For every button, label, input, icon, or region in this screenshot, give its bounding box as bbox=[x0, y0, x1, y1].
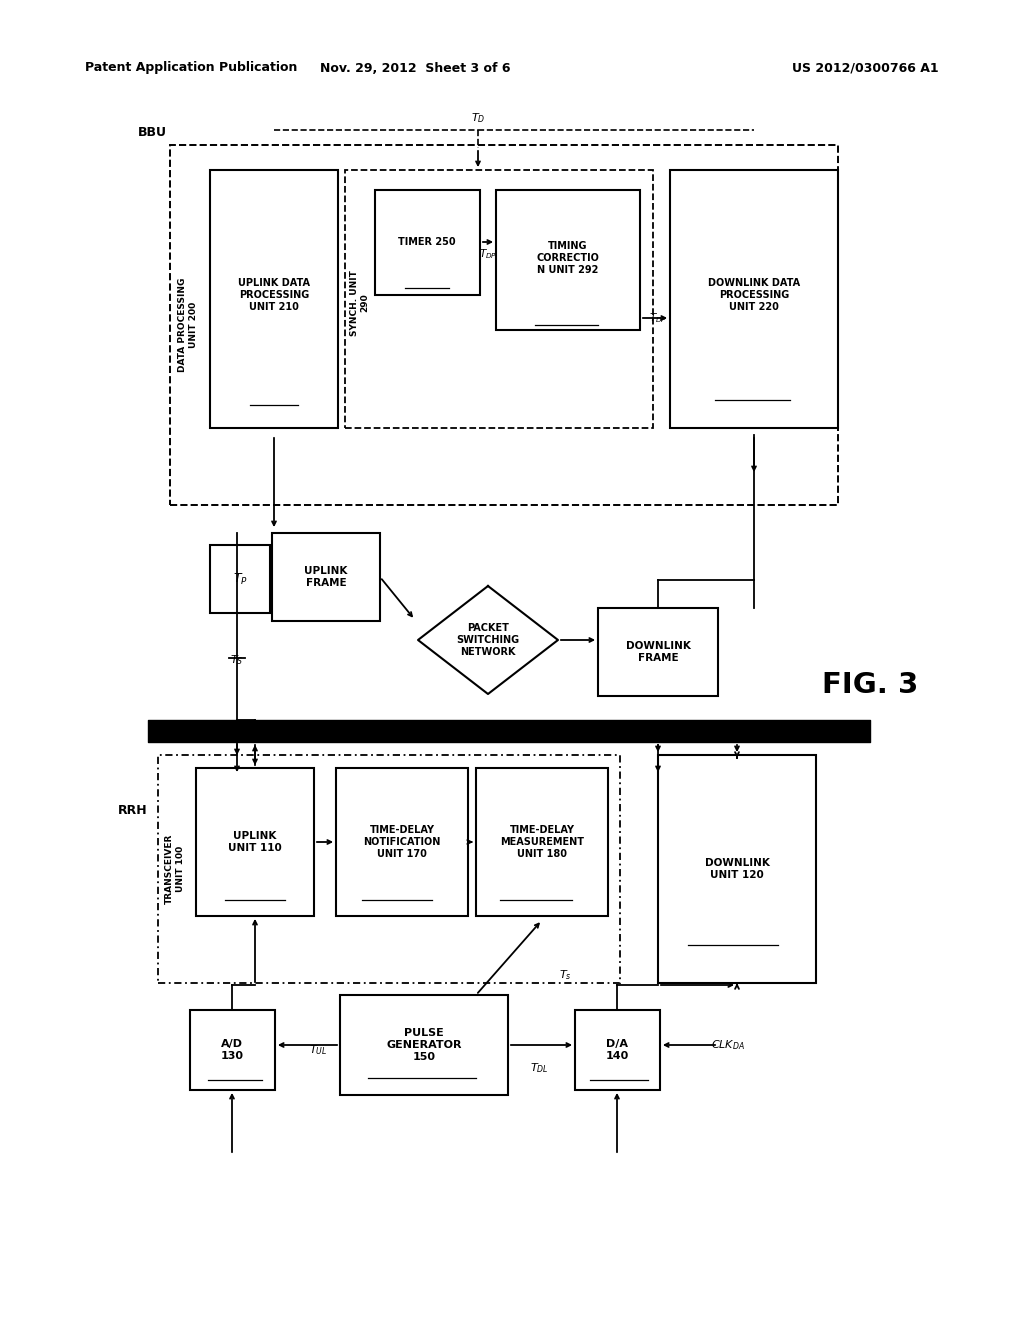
Text: DOWNLINK
UNIT 120: DOWNLINK UNIT 120 bbox=[705, 858, 769, 880]
Text: TIME-DELAY
MEASUREMENT
UNIT 180: TIME-DELAY MEASUREMENT UNIT 180 bbox=[500, 825, 584, 858]
Text: Patent Application Publication: Patent Application Publication bbox=[85, 62, 297, 74]
Bar bbox=[272, 533, 380, 620]
Bar bbox=[336, 768, 468, 916]
Text: SYNCH. UNIT
290: SYNCH. UNIT 290 bbox=[350, 271, 370, 335]
Text: UPLINK
FRAME: UPLINK FRAME bbox=[304, 566, 348, 587]
Text: A/D
130: A/D 130 bbox=[220, 1039, 244, 1061]
Bar bbox=[210, 545, 270, 612]
Bar bbox=[170, 145, 838, 506]
Text: $T_{UL}$: $T_{UL}$ bbox=[309, 1043, 328, 1057]
Text: PACKET
SWITCHING
NETWORK: PACKET SWITCHING NETWORK bbox=[457, 623, 519, 656]
Text: TIMER 250: TIMER 250 bbox=[398, 238, 456, 247]
Bar bbox=[210, 170, 338, 428]
Bar bbox=[158, 755, 620, 983]
Text: PULSE
GENERATOR
150: PULSE GENERATOR 150 bbox=[386, 1028, 462, 1061]
Text: TIME-DELAY
NOTIFICATION
UNIT 170: TIME-DELAY NOTIFICATION UNIT 170 bbox=[364, 825, 440, 858]
Text: BBU: BBU bbox=[137, 127, 167, 140]
Text: Nov. 29, 2012  Sheet 3 of 6: Nov. 29, 2012 Sheet 3 of 6 bbox=[319, 62, 510, 74]
Bar bbox=[345, 170, 653, 428]
Text: TIMING
CORRECTIO
N UNIT 292: TIMING CORRECTIO N UNIT 292 bbox=[537, 242, 599, 275]
Text: DATA PROCESSING
UNIT 200: DATA PROCESSING UNIT 200 bbox=[178, 277, 198, 372]
Bar bbox=[476, 768, 608, 916]
Text: TRANSCEIVER
UNIT 100: TRANSCEIVER UNIT 100 bbox=[165, 834, 184, 904]
Text: $T_S$: $T_S$ bbox=[230, 653, 244, 667]
Bar bbox=[496, 190, 640, 330]
Text: $T_s$: $T_s$ bbox=[559, 968, 571, 982]
Text: UPLINK
UNIT 110: UPLINK UNIT 110 bbox=[228, 832, 282, 853]
Text: $T_{DP}$: $T_{DP}$ bbox=[479, 247, 497, 261]
Text: D/A
140: D/A 140 bbox=[605, 1039, 629, 1061]
Text: UPLINK DATA
PROCESSING
UNIT 210: UPLINK DATA PROCESSING UNIT 210 bbox=[238, 279, 310, 312]
Text: US 2012/0300766 A1: US 2012/0300766 A1 bbox=[792, 62, 938, 74]
Text: RRH: RRH bbox=[118, 804, 147, 817]
Text: $CLK_{DA}$: $CLK_{DA}$ bbox=[711, 1038, 745, 1052]
Text: DOWNLINK DATA
PROCESSING
UNIT 220: DOWNLINK DATA PROCESSING UNIT 220 bbox=[708, 279, 800, 312]
Text: DOWNLINK
FRAME: DOWNLINK FRAME bbox=[626, 642, 690, 663]
Text: $T_P$: $T_P$ bbox=[232, 572, 248, 586]
Text: FIG. 3: FIG. 3 bbox=[822, 671, 919, 700]
Bar bbox=[658, 755, 816, 983]
Bar bbox=[375, 190, 480, 294]
Text: $T_{DL}$: $T_{DL}$ bbox=[529, 1061, 548, 1074]
Bar bbox=[575, 1010, 660, 1090]
Bar bbox=[190, 1010, 275, 1090]
Text: $T_D$: $T_D$ bbox=[471, 111, 485, 125]
Text: $T_{DP}$: $T_{DP}$ bbox=[649, 312, 668, 325]
Bar bbox=[196, 768, 314, 916]
Bar bbox=[670, 170, 838, 428]
Bar bbox=[340, 995, 508, 1096]
Bar bbox=[598, 609, 718, 696]
